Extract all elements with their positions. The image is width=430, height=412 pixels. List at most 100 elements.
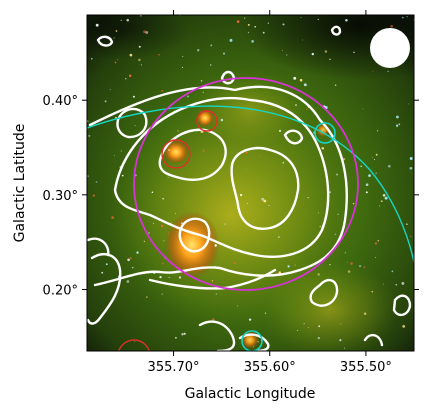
contour-lower-left (87, 253, 122, 325)
star (317, 273, 320, 276)
star (134, 125, 136, 127)
star (246, 202, 248, 204)
star (140, 64, 142, 66)
star (88, 134, 91, 137)
star (398, 123, 401, 126)
star (114, 61, 117, 64)
star (168, 276, 170, 279)
star (318, 212, 319, 214)
star (146, 296, 148, 298)
star (244, 17, 246, 19)
star (371, 290, 374, 293)
star (360, 165, 363, 168)
star (167, 176, 169, 178)
red-circle-3 (118, 339, 150, 351)
star (187, 95, 189, 98)
star (303, 83, 307, 87)
star (336, 173, 339, 176)
star (200, 80, 203, 82)
star (145, 31, 149, 34)
star (162, 198, 164, 200)
contour-outer (88, 85, 348, 287)
star (329, 58, 331, 60)
plot-frame (86, 14, 415, 352)
star (129, 257, 132, 260)
star (391, 270, 394, 273)
star (401, 281, 405, 285)
star (91, 57, 93, 60)
star (148, 232, 150, 234)
star (387, 164, 391, 168)
star (198, 209, 201, 211)
star (408, 103, 410, 105)
star (120, 19, 122, 21)
star (384, 196, 388, 200)
star (264, 312, 267, 314)
star (214, 244, 217, 247)
star (159, 275, 162, 279)
star (197, 248, 199, 250)
star (215, 293, 217, 295)
star (111, 216, 114, 219)
star (136, 251, 139, 254)
star (161, 90, 164, 92)
star (380, 200, 383, 203)
x-tick-label-0: 355.70° (148, 360, 200, 375)
cyan-arc (87, 105, 414, 263)
star (372, 70, 374, 72)
contour-top-left-small (96, 35, 114, 47)
star (245, 151, 248, 154)
star (153, 222, 155, 224)
star (401, 16, 404, 19)
y-tick-label-1: 0.30° (43, 189, 78, 204)
contour-right-small (392, 294, 412, 317)
star (251, 40, 254, 43)
star (396, 115, 399, 119)
star (299, 78, 303, 82)
y-axis-ticks: 0.40° 0.30° 0.20° (43, 94, 419, 298)
star (129, 53, 133, 57)
star (177, 130, 179, 132)
diffuse-emission-lower-right (260, 260, 400, 351)
star (390, 24, 394, 28)
star (126, 18, 129, 22)
star (121, 174, 124, 177)
star (406, 16, 408, 18)
cyan-circle-2 (241, 330, 263, 351)
star (311, 52, 315, 56)
star (282, 161, 285, 164)
star (329, 191, 331, 194)
star (248, 318, 252, 321)
star (352, 202, 355, 205)
star (267, 22, 270, 24)
star (334, 84, 337, 86)
star (256, 89, 259, 91)
star (362, 108, 364, 110)
x-tick-label-1: 355.60° (244, 360, 296, 375)
star (202, 91, 205, 94)
star (368, 174, 371, 177)
star (363, 266, 366, 269)
star (138, 45, 141, 48)
star (162, 262, 164, 265)
star (163, 240, 165, 242)
star (212, 318, 215, 321)
contour-upper-right (283, 129, 304, 145)
star (197, 49, 200, 52)
star (126, 280, 130, 283)
star (409, 166, 413, 170)
x-axis-label: Galactic Longitude (185, 386, 316, 402)
star (109, 88, 111, 91)
star (211, 281, 214, 283)
star (334, 233, 336, 235)
star (183, 332, 186, 335)
star (282, 23, 285, 26)
star (211, 280, 213, 282)
star (245, 168, 247, 170)
star (301, 39, 303, 41)
star (307, 326, 309, 328)
star (371, 157, 373, 159)
star (358, 264, 362, 268)
x-axis-ticks: 355.70° 355.60° 355.50° (148, 10, 392, 375)
star (318, 325, 321, 328)
